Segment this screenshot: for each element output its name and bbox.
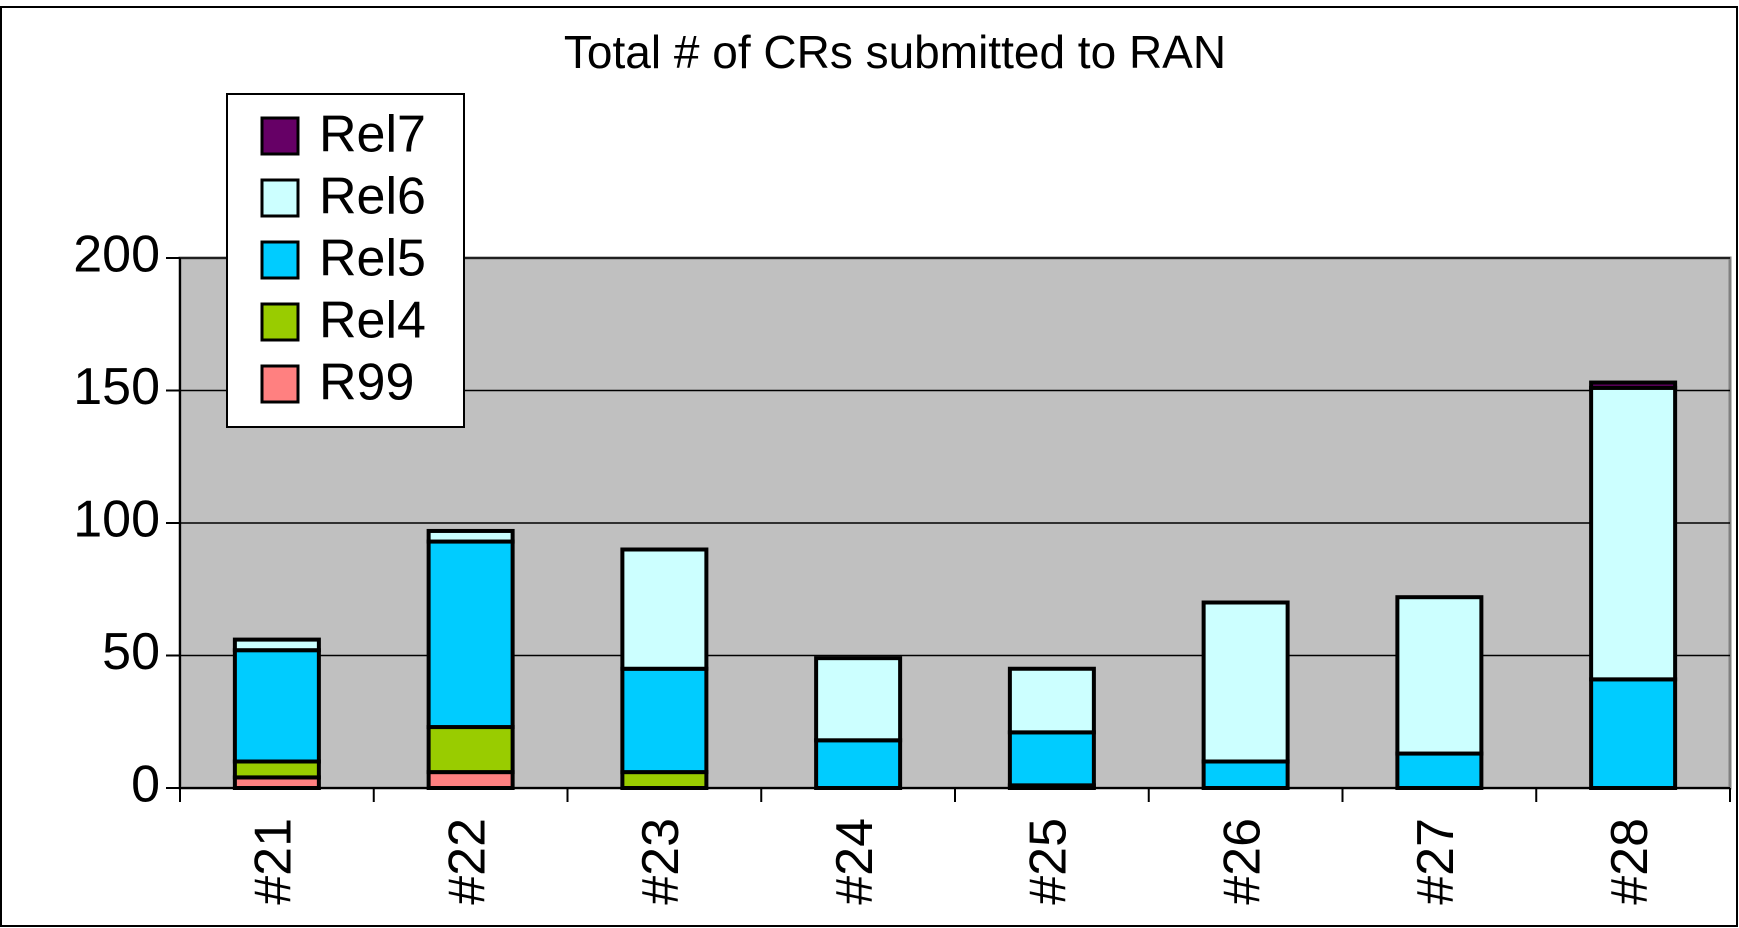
bar-segment (620, 547, 709, 671)
bar-segment (814, 738, 903, 790)
legend-swatch (260, 240, 300, 280)
bar-segment (1395, 751, 1484, 790)
y-tick-label: 50 (102, 623, 160, 681)
y-tick-label: 0 (131, 756, 160, 814)
y-tick-label: 150 (73, 358, 160, 416)
bar-segment (620, 770, 709, 790)
legend-swatch (260, 116, 300, 156)
bar-segment (1007, 666, 1096, 735)
x-tick-label: #27 (1407, 818, 1465, 905)
legend-label: R99 (319, 354, 414, 412)
x-tick-label: #25 (1020, 818, 1078, 905)
bar-segment (1007, 730, 1096, 788)
chart-title: Total # of CRs submitted to RAN (564, 26, 1226, 78)
legend-label: Rel5 (319, 230, 426, 288)
legend-label: Rel4 (319, 292, 426, 350)
bar-segment (1395, 595, 1484, 756)
x-tick-label: #24 (826, 818, 884, 905)
bar-segment (426, 725, 515, 775)
x-tick-label: #21 (245, 818, 303, 905)
x-tick-label: #23 (632, 818, 690, 905)
legend-swatch (260, 364, 300, 404)
y-tick-label: 200 (73, 226, 160, 284)
bar-segment (426, 539, 515, 730)
bar-segment (1589, 380, 1678, 390)
legend-swatch (260, 302, 300, 342)
x-tick-label: #28 (1601, 818, 1659, 905)
bar-segment (1201, 759, 1290, 790)
bar-segment (426, 770, 515, 790)
bar-segment (814, 656, 903, 743)
legend-swatch (260, 178, 300, 218)
bar-segment (620, 666, 709, 775)
x-tick-label: #22 (438, 818, 496, 905)
bar-segment (232, 759, 321, 780)
bar-segment (232, 637, 321, 653)
bar-segment (1589, 677, 1678, 790)
legend-label: Rel6 (319, 168, 426, 226)
bar-segment (426, 528, 515, 544)
bar-segment (1589, 385, 1678, 682)
bar-segment (232, 648, 321, 764)
x-tick-label: #26 (1213, 818, 1271, 905)
legend-label: Rel7 (319, 106, 426, 164)
bar-segment (1201, 600, 1290, 764)
y-tick-label: 100 (73, 491, 160, 549)
